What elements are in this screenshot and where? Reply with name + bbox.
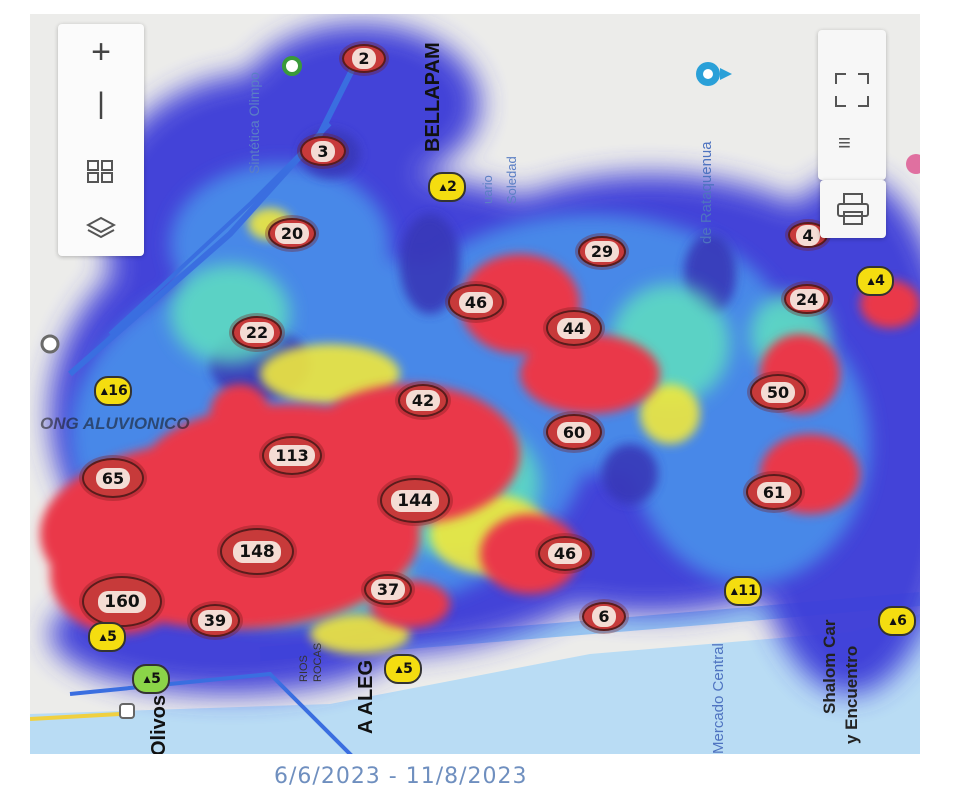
marker-count: 11 [738,583,758,599]
marker-count: 5 [403,661,413,677]
cluster-count: 44 [556,317,592,339]
cluster-count: 2 [352,48,376,69]
cluster-count: 148 [233,540,281,563]
menu-icon: ≡ [838,130,851,155]
layers-button[interactable] [58,200,144,256]
cluster-marker[interactable]: 37 [364,574,412,605]
cluster-marker[interactable]: 60 [546,414,602,450]
marker-count: 5 [151,671,161,687]
zoom-in-icon: + [91,33,111,71]
cluster-count: 60 [556,421,592,443]
date-range: 6/6/2023 - 11/8/2023 [274,764,528,789]
cluster-count: 37 [370,579,406,600]
map-label: Mercado Central [710,643,727,754]
warning-marker[interactable]: ▲ 5 [384,654,422,684]
cluster-marker[interactable]: 22 [232,316,282,349]
cluster-count: 22 [239,322,275,343]
marker-count: 4 [875,273,885,289]
heatmap-map[interactable]: BELLAPAM Sintética Olimpo de Rataquenua Oli… [30,14,920,754]
cluster-marker[interactable]: 20 [268,218,316,249]
cluster-marker[interactable]: 113 [262,436,322,475]
map-label: de Rataquenua [698,141,715,244]
cluster-count: 3 [311,140,335,162]
map-label: y Encuentro [842,645,861,744]
warning-marker[interactable]: ▲ 6 [878,606,916,636]
warning-marker[interactable]: ▲ 4 [856,266,894,296]
warning-marker[interactable]: ▲ 2 [428,172,466,202]
map-label: A ALEG [355,659,377,734]
warning-triangle-icon: ▲ [393,662,406,676]
warning-triangle-icon: ▲ [865,274,878,288]
map-label: uario [480,175,495,204]
cluster-marker[interactable]: 39 [190,604,240,637]
cluster-marker[interactable]: 6 [582,602,626,631]
layers-icon [86,216,116,239]
zoom-out-icon: | [97,87,105,120]
grid-icon [87,160,113,183]
warning-marker[interactable]: ▲ 5 [88,622,126,652]
cluster-marker[interactable]: 2 [342,44,386,73]
warning-triangle-icon: ▲ [887,614,900,628]
marker-count: 16 [108,383,128,399]
map-label: ONG ALUVIONICO [40,414,190,433]
fullscreen-icon [835,73,869,107]
cluster-count: 144 [391,489,439,512]
warning-marker[interactable]: ▲ 16 [94,376,132,406]
cluster-marker[interactable]: 61 [746,474,802,510]
map-label: Sintética Olimpo [246,72,262,174]
print-control[interactable] [820,180,886,238]
zoom-out-button[interactable]: | [58,76,144,132]
map-label: Shalom Car [820,619,839,714]
warning-triangle-icon: ▲ [98,384,111,398]
cluster-marker[interactable]: 148 [220,528,294,575]
cluster-marker[interactable]: 42 [398,384,448,417]
cluster-count: 6 [592,606,616,627]
marker-count: 5 [107,629,117,645]
print-icon [837,193,869,225]
map-controls: + | [58,24,144,256]
cluster-count: 24 [789,288,825,310]
fullscreen-control[interactable]: ≡ [818,30,886,180]
cluster-marker[interactable]: 29 [578,236,626,267]
map-label: RIOS [298,655,310,682]
cluster-marker[interactable]: 24 [784,284,830,314]
map-label: Olivos [148,694,170,754]
cluster-count: 160 [98,590,146,613]
cluster-count: 46 [458,291,494,313]
cluster-count: 29 [584,241,620,262]
cluster-count: 65 [95,467,131,489]
warning-marker[interactable]: ▲ 5 [132,664,170,694]
marker-count: 6 [897,613,907,629]
cluster-marker[interactable]: 144 [380,478,450,523]
cluster-count: 46 [547,543,583,564]
cluster-marker[interactable]: 46 [538,536,592,571]
warning-triangle-icon: ▲ [97,630,110,644]
cluster-marker[interactable]: 46 [448,284,504,320]
cluster-marker[interactable]: 65 [82,458,144,498]
warning-triangle-icon: ▲ [437,180,450,194]
marker-count: 2 [447,179,457,195]
warning-marker[interactable]: ▲ 11 [724,576,762,606]
cluster-count: 50 [760,381,796,403]
cluster-marker[interactable]: 44 [546,310,602,346]
grid-button[interactable] [58,144,144,200]
map-label: ROCAS [312,642,324,682]
cluster-count: 42 [405,390,441,411]
warning-triangle-icon: ▲ [141,672,154,686]
cluster-count: 4 [796,224,820,246]
cluster-marker[interactable]: 50 [750,374,806,410]
zoom-in-button[interactable]: + [58,24,144,80]
cluster-count: 39 [197,610,233,631]
warning-triangle-icon: ▲ [728,584,741,598]
cluster-count: 20 [274,223,310,244]
cluster-marker[interactable]: 3 [300,136,346,166]
map-label: Soledad [504,156,519,204]
map-label: BELLAPAM [422,42,444,152]
cluster-count: 113 [269,445,315,466]
cluster-marker[interactable]: 160 [82,576,162,627]
cluster-count: 61 [756,481,792,503]
